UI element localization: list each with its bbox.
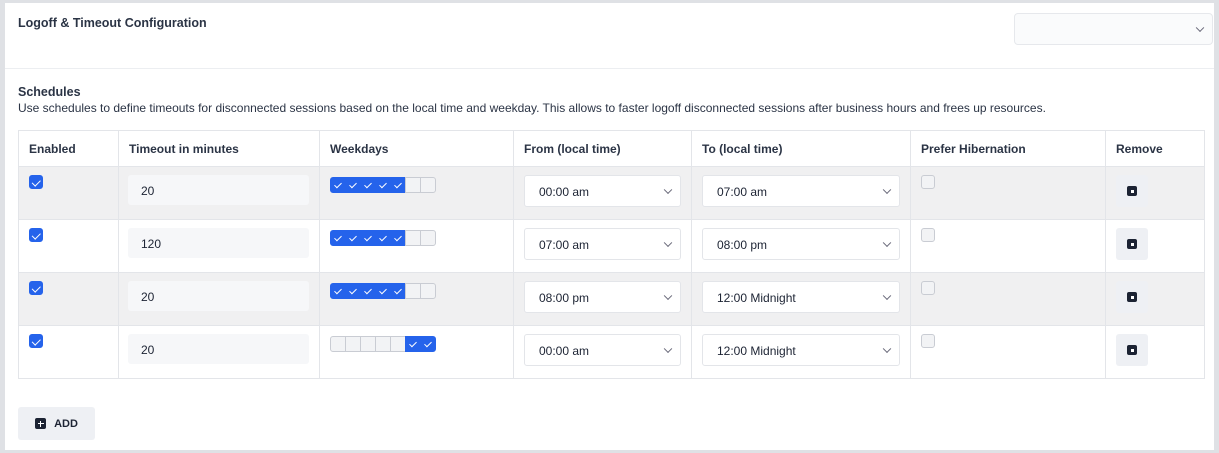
chevron-down-icon xyxy=(663,344,673,354)
from-time-select[interactable]: 00:00 am xyxy=(524,334,681,366)
weekday-checkbox[interactable] xyxy=(360,230,376,246)
from-time-select[interactable]: 00:00 am xyxy=(524,175,681,207)
weekday-checkbox[interactable] xyxy=(420,283,436,299)
weekdays-selector xyxy=(330,336,503,352)
weekday-checkbox[interactable] xyxy=(420,177,436,193)
plus-icon xyxy=(35,418,47,429)
weekday-checkbox[interactable] xyxy=(375,283,391,299)
weekday-checkbox[interactable] xyxy=(330,336,346,352)
chevron-down-icon xyxy=(1195,23,1205,33)
header-dropdown[interactable] xyxy=(1014,13,1213,45)
column-header: To (local time) xyxy=(691,130,911,167)
weekday-checkbox[interactable] xyxy=(360,336,376,352)
chevron-down-icon xyxy=(882,185,892,195)
weekday-checkbox[interactable] xyxy=(330,230,346,246)
column-header: Weekdays xyxy=(319,130,514,167)
column-header: Enabled xyxy=(18,130,119,167)
column-header: From (local time) xyxy=(513,130,692,167)
enabled-checkbox[interactable] xyxy=(29,281,43,295)
chevron-down-icon xyxy=(663,238,673,248)
schedules-table: Enabled Timeout in minutes Weekdays From (l… xyxy=(18,130,1205,379)
timeout-input[interactable]: 20 xyxy=(128,175,309,205)
add-button[interactable]: ADD xyxy=(18,407,95,440)
chevron-down-icon xyxy=(882,291,892,301)
weekday-checkbox[interactable] xyxy=(405,283,421,299)
remove-button[interactable] xyxy=(1116,281,1148,313)
enabled-checkbox[interactable] xyxy=(29,228,43,242)
chevron-down-icon xyxy=(882,344,892,354)
column-header: Timeout in minutes xyxy=(118,130,320,167)
from-value: 07:00 am xyxy=(539,238,590,252)
weekday-checkbox[interactable] xyxy=(345,177,361,193)
to-time-select[interactable]: 12:00 Midnight xyxy=(702,334,900,366)
remove-icon xyxy=(1127,186,1137,196)
enabled-checkbox[interactable] xyxy=(29,175,43,189)
remove-button[interactable] xyxy=(1116,228,1148,260)
prefer-hibernation-checkbox[interactable] xyxy=(921,334,935,348)
prefer-hibernation-checkbox[interactable] xyxy=(921,228,935,242)
to-value: 08:00 pm xyxy=(717,238,768,252)
to-time-select[interactable]: 07:00 am xyxy=(702,175,900,207)
config-card: Logoff & Timeout Configuration Schedules… xyxy=(5,3,1214,450)
from-time-select[interactable]: 07:00 am xyxy=(524,228,681,260)
weekday-checkbox[interactable] xyxy=(375,177,391,193)
chevron-down-icon xyxy=(663,185,673,195)
column-header: Prefer Hibernation xyxy=(910,130,1106,167)
weekday-checkbox[interactable] xyxy=(330,177,346,193)
weekday-checkbox[interactable] xyxy=(375,230,391,246)
card-header: Logoff & Timeout Configuration xyxy=(5,3,1214,69)
weekday-checkbox[interactable] xyxy=(330,283,346,299)
weekday-checkbox[interactable] xyxy=(360,283,376,299)
from-value: 08:00 pm xyxy=(539,291,590,305)
weekdays-selector xyxy=(330,230,503,246)
to-time-select[interactable]: 12:00 Midnight xyxy=(702,281,900,313)
weekday-checkbox[interactable] xyxy=(345,336,361,352)
table-row: 20 08:00 pm 12:00 Midnight xyxy=(18,272,1205,326)
weekday-checkbox[interactable] xyxy=(405,177,421,193)
to-time-select[interactable]: 08:00 pm xyxy=(702,228,900,260)
weekday-checkbox[interactable] xyxy=(375,336,391,352)
section-description: Use schedules to define timeouts for dis… xyxy=(18,101,1046,115)
to-value: 12:00 Midnight xyxy=(717,344,796,358)
prefer-hibernation-checkbox[interactable] xyxy=(921,175,935,189)
weekday-checkbox[interactable] xyxy=(405,230,421,246)
to-value: 12:00 Midnight xyxy=(717,291,796,305)
weekday-checkbox[interactable] xyxy=(390,177,406,193)
weekdays-selector xyxy=(330,283,503,299)
enabled-checkbox[interactable] xyxy=(29,334,43,348)
from-value: 00:00 am xyxy=(539,344,590,358)
remove-icon xyxy=(1127,345,1137,355)
from-value: 00:00 am xyxy=(539,185,590,199)
to-value: 07:00 am xyxy=(717,185,768,199)
remove-icon xyxy=(1127,292,1137,302)
weekday-checkbox[interactable] xyxy=(345,230,361,246)
weekday-checkbox[interactable] xyxy=(405,336,421,352)
weekday-checkbox[interactable] xyxy=(390,230,406,246)
timeout-input[interactable]: 20 xyxy=(128,281,309,311)
page-title: Logoff & Timeout Configuration xyxy=(18,16,207,30)
weekdays-selector xyxy=(330,177,503,193)
remove-button[interactable] xyxy=(1116,334,1148,366)
weekday-checkbox[interactable] xyxy=(390,283,406,299)
column-header: Remove xyxy=(1105,130,1205,167)
from-time-select[interactable]: 08:00 pm xyxy=(524,281,681,313)
weekday-checkbox[interactable] xyxy=(390,336,406,352)
section-title: Schedules xyxy=(18,85,81,99)
remove-button[interactable] xyxy=(1116,175,1148,207)
add-label: ADD xyxy=(54,417,78,430)
chevron-down-icon xyxy=(663,291,673,301)
table-row: 20 00:00 am 07:00 am xyxy=(18,166,1205,220)
prefer-hibernation-checkbox[interactable] xyxy=(921,281,935,295)
weekday-checkbox[interactable] xyxy=(360,177,376,193)
weekday-checkbox[interactable] xyxy=(420,336,436,352)
table-row: 120 07:00 am 08:00 pm xyxy=(18,219,1205,273)
timeout-input[interactable]: 120 xyxy=(128,228,309,258)
weekday-checkbox[interactable] xyxy=(420,230,436,246)
table-row: 20 00:00 am 12:00 Midnight xyxy=(18,325,1205,379)
remove-icon xyxy=(1127,239,1137,249)
weekday-checkbox[interactable] xyxy=(345,283,361,299)
timeout-input[interactable]: 20 xyxy=(128,334,309,364)
chevron-down-icon xyxy=(882,238,892,248)
